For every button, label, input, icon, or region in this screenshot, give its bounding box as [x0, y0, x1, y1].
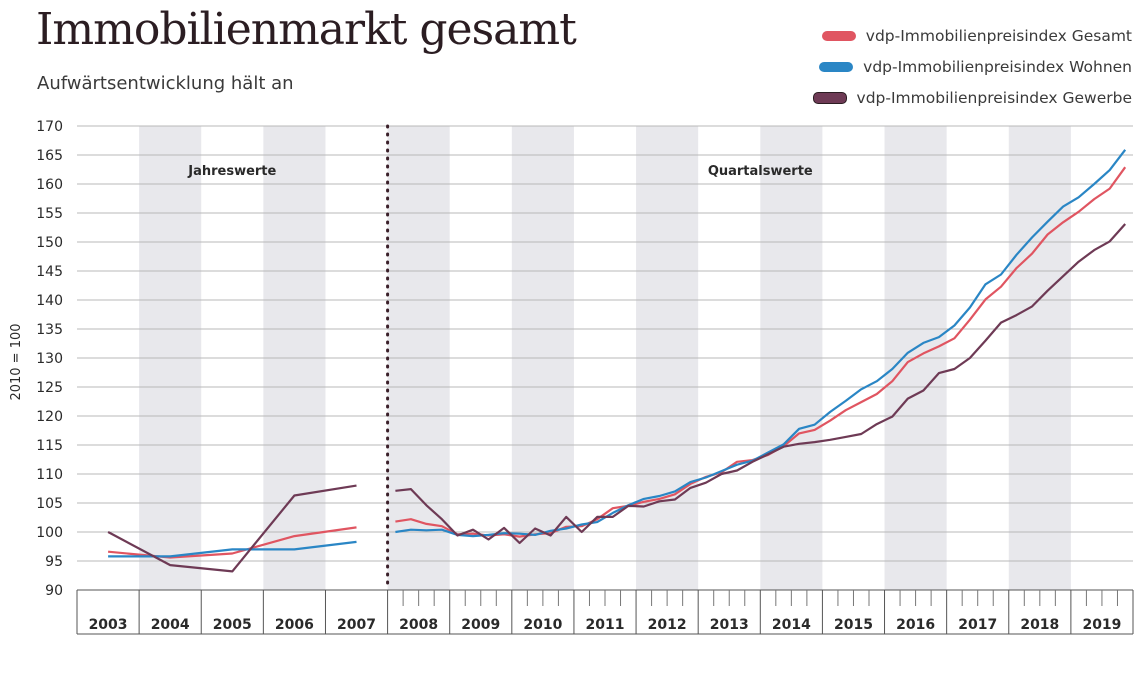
- legend: vdp-Immobilienpreisindex Gesamt vdp-Immo…: [812, 20, 1132, 113]
- y-tick-label-90: 90: [45, 583, 63, 599]
- x-tick-label-2016: 2016: [896, 617, 935, 633]
- y-tick-label-115: 115: [36, 438, 63, 454]
- x-tick-label-2003: 2003: [89, 617, 128, 633]
- legend-swatch-wohnen: [819, 61, 854, 72]
- legend-swatch-gewerbe: [812, 91, 847, 104]
- y-tick-label-150: 150: [36, 235, 63, 251]
- y-tick-label-120: 120: [36, 409, 63, 425]
- legend-label-gesamt: vdp-Immobilienpreisindex Gesamt: [865, 26, 1132, 45]
- x-tick-label-2015: 2015: [834, 617, 873, 633]
- y-tick-label-100: 100: [36, 525, 63, 541]
- section-label-quarterly: Quartalswerte: [708, 164, 813, 179]
- legend-item-wohnen: vdp-Immobilienpreisindex Wohnen: [813, 51, 1132, 82]
- x-tick-label-2009: 2009: [461, 617, 500, 633]
- y-tick-label-140: 140: [36, 293, 63, 309]
- x-tick-label-2012: 2012: [648, 617, 687, 633]
- y-axis-label: 2010 = 100: [9, 323, 24, 400]
- x-tick-label-2010: 2010: [523, 617, 562, 633]
- y-tick-label-165: 165: [36, 148, 63, 164]
- series-line-gewerbe-quarterly: [395, 223, 1127, 545]
- series-line-gewerbe-annual: [107, 484, 357, 573]
- y-tick-label-155: 155: [36, 206, 63, 222]
- series-line-wohnen-annual: [108, 540, 357, 558]
- series-line-wohnen-quarterly: [395, 149, 1127, 538]
- y-tick-label-110: 110: [36, 467, 63, 483]
- y-tick-label-170: 170: [36, 119, 63, 135]
- x-tick-label-2013: 2013: [710, 617, 749, 633]
- legend-item-gesamt: vdp-Immobilienpreisindex Gesamt: [813, 20, 1132, 51]
- chart-subtitle: Aufwärtsentwicklung hält an: [37, 73, 294, 94]
- x-tick-label-2018: 2018: [1020, 617, 1059, 633]
- legend-item-gewerbe: vdp-Immobilienpreisindex Gewerbe: [812, 82, 1132, 113]
- x-tick-label-2014: 2014: [772, 617, 811, 633]
- x-tick-label-2019: 2019: [1082, 617, 1121, 633]
- x-tick-label-2011: 2011: [586, 617, 625, 633]
- chart-title: Immobilienmarkt gesamt: [36, 4, 577, 55]
- legend-label-gewerbe: vdp-Immobilienpreisindex Gewerbe: [856, 88, 1132, 107]
- y-tick-label-135: 135: [36, 322, 63, 338]
- x-tick-label-2007: 2007: [337, 617, 376, 633]
- x-tick-label-2017: 2017: [958, 617, 997, 633]
- x-tick-label-2005: 2005: [213, 617, 252, 633]
- x-tick-label-2006: 2006: [275, 617, 314, 633]
- x-tick-label-2004: 2004: [151, 617, 190, 633]
- y-tick-label-95: 95: [45, 554, 63, 570]
- legend-swatch-gesamt: [821, 30, 856, 41]
- legend-label-wohnen: vdp-Immobilienpreisindex Wohnen: [863, 57, 1132, 76]
- y-tick-label-160: 160: [36, 177, 63, 193]
- section-label-annual: Jahreswerte: [187, 164, 276, 179]
- y-tick-label-130: 130: [36, 351, 63, 367]
- x-tick-label-2008: 2008: [399, 617, 438, 633]
- y-tick-label-105: 105: [36, 496, 63, 512]
- y-tick-label-125: 125: [36, 380, 63, 396]
- y-tick-label-145: 145: [36, 264, 63, 280]
